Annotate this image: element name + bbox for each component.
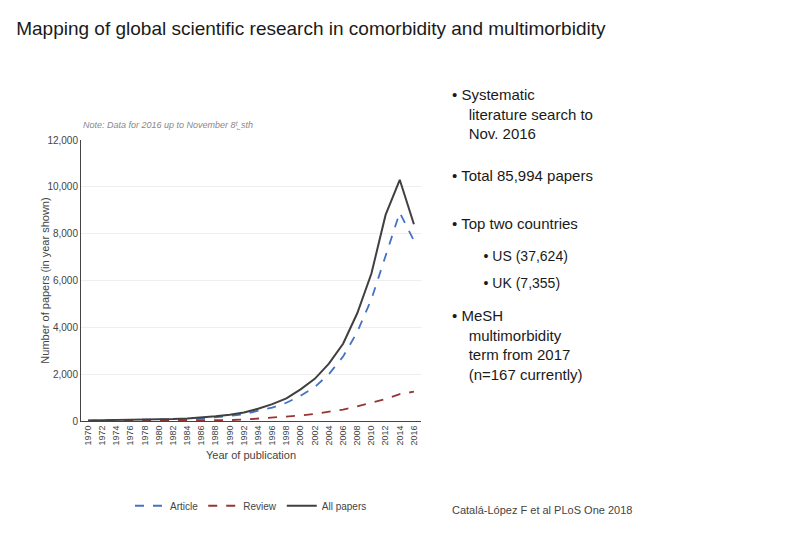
svg-text:1970: 1970	[83, 426, 93, 446]
svg-text:2000: 2000	[296, 426, 306, 446]
svg-text:• US (37,624): • US (37,624)	[468, 248, 568, 264]
svg-text:2010: 2010	[366, 426, 376, 446]
svg-text:1972: 1972	[97, 426, 107, 446]
svg-text:1988: 1988	[211, 426, 221, 446]
svg-text:1974: 1974	[111, 426, 121, 446]
svg-text:1978: 1978	[140, 426, 150, 446]
svg-text:2014: 2014	[395, 426, 405, 446]
svg-text:Year of publication: Year of publication	[206, 449, 296, 461]
svg-text:Review: Review	[243, 501, 277, 512]
svg-text:1986: 1986	[196, 426, 206, 446]
svg-text:Catalá-López F et al PLoS One: Catalá-López F et al PLoS One 2018	[452, 504, 632, 516]
svg-text:• Systematic literature sea: • Systematic literature search to Nov. 2…	[452, 86, 593, 142]
svg-text:2012: 2012	[381, 426, 391, 446]
svg-text:2006: 2006	[338, 426, 348, 446]
svg-text:2004: 2004	[324, 426, 334, 446]
svg-text:4,000: 4,000	[53, 322, 78, 333]
svg-text:Note: Data for 2016 up to Nove: Note: Data for 2016 up to November 8ᵗ˾st…	[83, 120, 253, 130]
svg-text:• Top two countries: • Top two countries	[452, 215, 578, 232]
svg-text:1976: 1976	[126, 426, 136, 446]
svg-text:2008: 2008	[352, 426, 362, 446]
svg-text:12,000: 12,000	[47, 135, 78, 146]
svg-text:1996: 1996	[267, 426, 277, 446]
svg-text:10,000: 10,000	[47, 181, 78, 192]
svg-text:6,000: 6,000	[53, 275, 78, 286]
svg-text:Number of papers (in year show: Number of papers (in year shown)	[39, 197, 51, 363]
svg-text:1980: 1980	[154, 426, 164, 446]
svg-text:1984: 1984	[182, 426, 192, 446]
svg-text:2002: 2002	[310, 426, 320, 446]
svg-text:1990: 1990	[225, 426, 235, 446]
svg-text:• MeSH multimorbidity te: • MeSH multimorbidity term from 2017 (n=…	[452, 307, 582, 383]
svg-text:8,000: 8,000	[53, 228, 78, 239]
svg-text:• Total 85,994 papers: • Total 85,994 papers	[452, 167, 593, 184]
svg-text:1982: 1982	[168, 426, 178, 446]
svg-text:1992: 1992	[239, 426, 249, 446]
svg-text:• UK (7,355): • UK (7,355)	[468, 275, 560, 291]
svg-text:All papers: All papers	[322, 501, 366, 512]
svg-text:2016: 2016	[409, 426, 419, 446]
svg-text:Article: Article	[170, 501, 198, 512]
svg-text:2,000: 2,000	[53, 369, 78, 380]
svg-text:1998: 1998	[281, 426, 291, 446]
svg-text:0: 0	[72, 416, 78, 427]
svg-text:1994: 1994	[253, 426, 263, 446]
svg-text:Mapping of global scientific r: Mapping of global scientific research in…	[16, 18, 606, 39]
